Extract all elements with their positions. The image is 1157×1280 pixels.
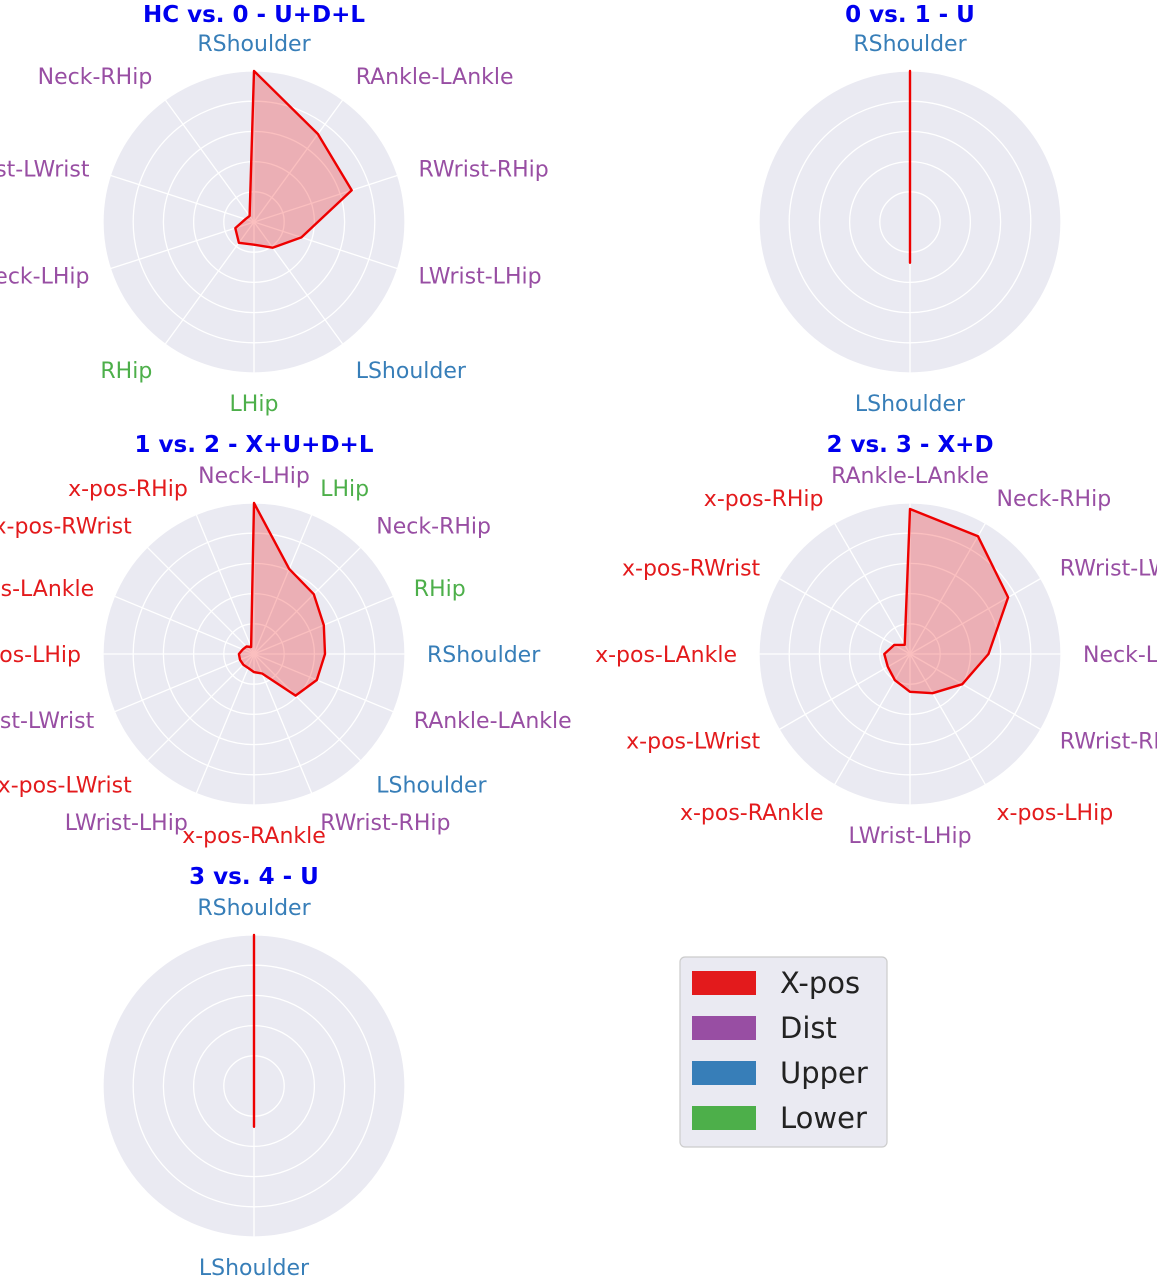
grid-spoke — [778, 577, 911, 655]
grid-spoke — [110, 174, 255, 223]
legend-swatch — [692, 1016, 756, 1040]
axis-label: x-pos-LHip — [0, 643, 81, 668]
radar-chart: RShoulder RAnkle-LAnkle RWrist-RHip LWrist-… — [0, 2, 549, 417]
radar-chart: Neck-LHip LHip Neck-RHip RHip RShoulder RAnkl… — [0, 432, 572, 849]
axis-label: RWrist-RHip — [320, 811, 450, 836]
legend-swatch — [692, 971, 756, 995]
axis-label: LShoulder — [376, 773, 487, 798]
legend-label: X-pos — [780, 966, 860, 1000]
axis-label: LHip — [320, 477, 369, 502]
axis-label: x-pos-RWrist — [622, 557, 761, 582]
axis-label: RWrist-RHip — [1060, 730, 1157, 755]
grid-spoke — [114, 595, 255, 655]
chart-title: 2 vs. 3 - X+D — [826, 432, 993, 458]
grid-spoke — [909, 653, 987, 786]
axis-label: RShoulder — [853, 32, 967, 57]
axis-label: RAnkle-LAnkle — [414, 709, 572, 734]
grid-spoke — [195, 653, 255, 794]
legend-label: Dist — [780, 1011, 837, 1045]
radar-chart: RShoulder LShoulder 3 vs. 4 - U — [102, 864, 406, 1280]
grid-spoke — [146, 546, 255, 655]
data-polygon — [234, 69, 353, 249]
axis-label: LShoulder — [356, 359, 467, 384]
axis-label: RHip — [414, 577, 466, 602]
axis-label: Neck-LHip — [0, 265, 90, 290]
axis-label: x-pos-RHip — [68, 477, 188, 502]
axis-label: RWrist-LWrist — [0, 709, 95, 734]
chart-title: 0 vs. 1 - U — [845, 2, 975, 28]
grid-spoke — [253, 99, 344, 223]
axis-label: RShoulder — [197, 896, 311, 921]
grid-spoke — [909, 653, 1042, 731]
axis-label: RWrist-RHip — [419, 158, 549, 183]
grid-spoke — [253, 653, 362, 762]
axis-label: x-pos-RAnkle — [182, 824, 326, 849]
grid-spoke — [253, 653, 313, 794]
legend-swatch — [692, 1106, 756, 1130]
axis-label: x-pos-LWrist — [626, 730, 760, 755]
axis-label: x-pos-RWrist — [0, 515, 132, 540]
grid-spoke — [253, 546, 362, 655]
axis-label: x-pos-RHip — [704, 487, 824, 512]
axis-label: RAnkle-LAnkle — [356, 65, 514, 90]
grid-spoke — [146, 653, 255, 762]
grid-spoke — [253, 221, 398, 270]
radar-chart: RAnkle-LAnkle Neck-RHip RWrist-LWrist Neck-… — [595, 432, 1157, 849]
axis-label: LShoulder — [855, 392, 966, 417]
axis-label: x-pos-LWrist — [0, 773, 132, 798]
axis-label: RWrist-LWrist — [0, 158, 90, 183]
grid-spoke — [110, 221, 255, 270]
axis-label: x-pos-LHip — [997, 801, 1114, 826]
axis-label: RShoulder — [197, 32, 311, 57]
grid-spoke — [909, 522, 987, 655]
axis-label: RShoulder — [427, 643, 541, 668]
axis-label: RWrist-LWrist — [1060, 557, 1157, 582]
axis-label: RAnkle-LAnkle — [831, 464, 989, 489]
axis-label: LShoulder — [199, 1256, 310, 1280]
radar-chart: RShoulder LShoulder 0 vs. 1 - U — [758, 2, 1062, 417]
axis-label: Neck-RHip — [376, 515, 491, 540]
grid-spoke — [195, 514, 255, 655]
axis-label: LWrist-LHip — [419, 265, 542, 290]
chart-title: HC vs. 0 - U+D+L — [143, 2, 365, 28]
axis-label: Neck-LHip — [198, 464, 310, 489]
axis-label: Neck-LHip — [1083, 643, 1157, 668]
axis-label: RHip — [100, 359, 152, 384]
legend-box — [679, 956, 888, 1148]
axis-label: LWrist-LHip — [65, 811, 188, 836]
axis-label: x-pos-RAnkle — [680, 801, 824, 826]
legend-swatch — [692, 1061, 756, 1085]
legend-label: Lower — [780, 1101, 867, 1135]
grid-spoke — [253, 514, 313, 655]
chart-title: 1 vs. 2 - X+U+D+L — [135, 432, 374, 458]
axis-label: x-pos-LAnkle — [595, 643, 737, 668]
axis-label: Neck-RHip — [38, 65, 153, 90]
grid-spoke — [253, 653, 394, 713]
grid-spoke — [833, 522, 911, 655]
grid-spoke — [114, 653, 255, 713]
legend-label: Upper — [780, 1056, 868, 1090]
grid-spoke — [253, 174, 398, 223]
chart-title: 3 vs. 4 - U — [189, 864, 319, 890]
grid-spoke — [909, 577, 1042, 655]
grid-spoke — [164, 99, 255, 223]
legend: X-pos Dist Upper Lower — [679, 956, 888, 1148]
data-polygon — [883, 507, 1010, 695]
axis-label: Neck-RHip — [997, 487, 1112, 512]
axis-label: x-pos-LAnkle — [0, 577, 94, 602]
data-polygon — [237, 501, 327, 697]
axis-label: LHip — [230, 392, 279, 417]
grid-spoke — [253, 221, 344, 345]
grid-spoke — [833, 653, 911, 786]
axis-label: LWrist-LHip — [848, 824, 971, 849]
